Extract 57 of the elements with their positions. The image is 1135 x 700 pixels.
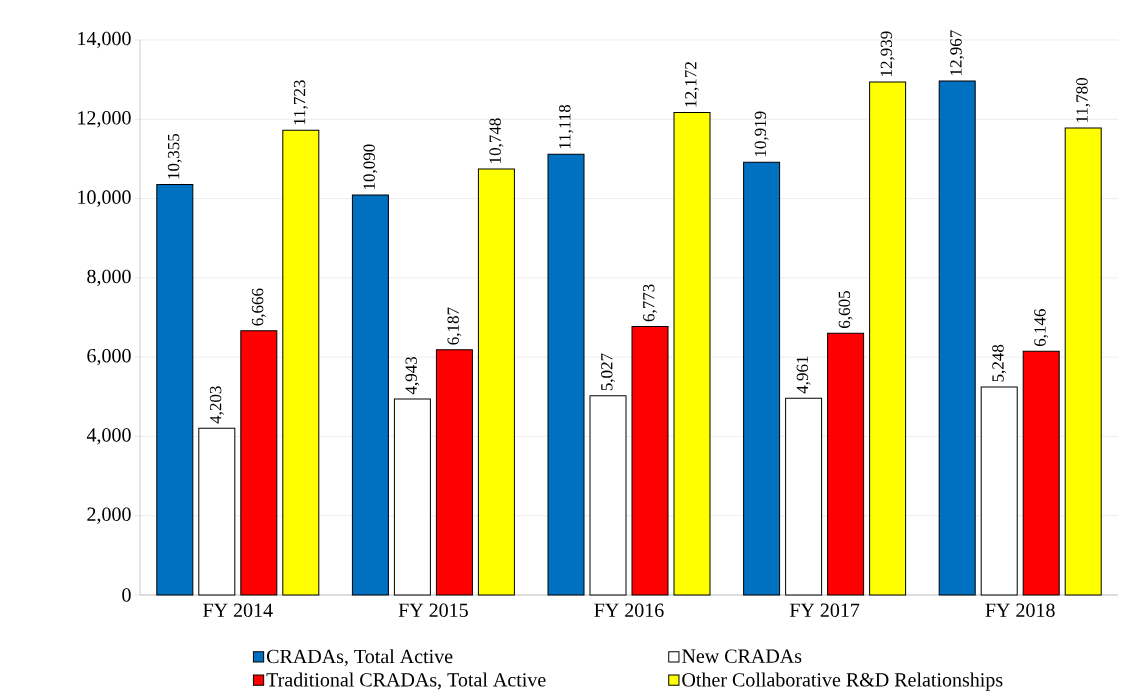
bar xyxy=(547,153,585,596)
data-label: 6,605 xyxy=(838,291,853,328)
y-tick-label: 8,000 xyxy=(87,269,131,287)
bar xyxy=(435,349,473,596)
data-label: 11,118 xyxy=(559,104,573,149)
data-label: 11,780 xyxy=(1076,78,1091,122)
y-tick-label: 4,000 xyxy=(86,428,131,445)
y-tick-label: 14,000 xyxy=(78,31,131,49)
bar xyxy=(477,168,515,596)
x-tick-label: FY 2016 xyxy=(594,603,664,618)
bar xyxy=(156,183,194,596)
y-tick-label: 10,000 xyxy=(78,190,131,207)
bar xyxy=(673,111,711,596)
bar xyxy=(351,194,389,596)
x-tick-label: FY 2017 xyxy=(789,603,860,618)
data-label: 10,355 xyxy=(167,133,182,179)
x-tick-label: FY 2015 xyxy=(398,603,468,618)
bar xyxy=(785,397,823,596)
data-label: 12,967 xyxy=(950,30,965,75)
x-tick-label: FY 2018 xyxy=(985,603,1055,618)
bar xyxy=(980,386,1018,596)
x-tick-label: FY 2014 xyxy=(203,603,273,618)
data-label: 6,773 xyxy=(643,284,657,322)
y-tick-label: 0 xyxy=(122,588,131,602)
data-label: 10,748 xyxy=(489,118,504,163)
data-label: 5,248 xyxy=(992,344,1007,382)
data-label: 10,090 xyxy=(363,144,378,189)
data-label: 6,187 xyxy=(447,307,462,345)
data-label: 6,146 xyxy=(1034,309,1049,347)
data-label: 12,939 xyxy=(880,31,895,77)
data-label: 5,027 xyxy=(601,353,615,391)
bar xyxy=(938,80,976,596)
legend-label: Traditional CRADAs, Total Active xyxy=(266,672,546,690)
data-label: 12,172 xyxy=(685,62,699,107)
legend-label: CRADAs, Total Active xyxy=(266,649,453,667)
bar xyxy=(589,395,627,596)
bar xyxy=(282,129,320,596)
bar xyxy=(1022,350,1060,596)
bar xyxy=(240,330,278,596)
bar xyxy=(393,398,431,596)
y-tick-label: 2,000 xyxy=(87,507,131,524)
data-label: 4,943 xyxy=(405,356,420,395)
legend-label: Other Collaborative R&D Relationships xyxy=(682,672,1003,691)
y-tick-label: 6,000 xyxy=(87,348,131,366)
bar xyxy=(631,325,669,596)
data-label: 4,961 xyxy=(796,356,811,394)
data-label: 6,666 xyxy=(251,288,266,326)
bar xyxy=(1064,127,1102,596)
legend-label: New CRADAs xyxy=(682,649,802,663)
bar xyxy=(827,332,865,596)
data-label: 11,723 xyxy=(293,80,308,125)
bar xyxy=(743,161,781,596)
bar xyxy=(869,81,907,596)
data-label: 10,919 xyxy=(754,111,769,157)
bar xyxy=(198,427,236,596)
data-label: 4,203 xyxy=(209,386,224,424)
y-tick-label: 12,000 xyxy=(78,111,131,128)
